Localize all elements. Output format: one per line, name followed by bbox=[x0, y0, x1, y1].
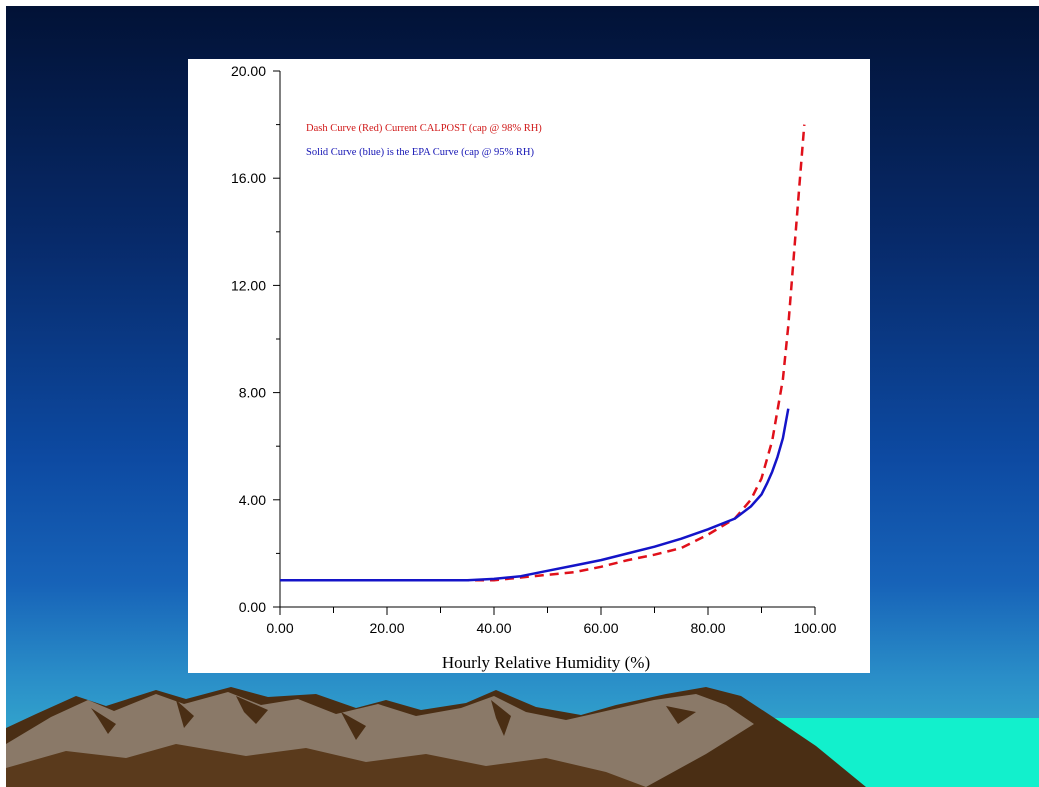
y-tick-labels: 0.00 4.00 8.00 12.00 16.00 20.00 bbox=[231, 63, 266, 615]
mountain-landscape-decoration bbox=[6, 687, 1039, 787]
mountain-crevice-4 bbox=[341, 712, 366, 740]
chart-panel: 0.00 4.00 8.00 12.00 16.00 20.00 0.00 20.00 40.… bbox=[188, 59, 870, 673]
y-tick-label: 8.00 bbox=[239, 385, 266, 401]
legend-entry-red: Dash Curve (Red) Current CALPOST (cap @ … bbox=[306, 123, 542, 134]
tick-marks bbox=[273, 70, 816, 615]
y-tick-label: 12.00 bbox=[231, 277, 266, 293]
legend-entry-blue: Solid Curve (blue) is the EPA Curve (cap… bbox=[306, 147, 535, 158]
mountain-crevice-6 bbox=[666, 706, 696, 724]
slide-background: 0.00 4.00 8.00 12.00 16.00 20.00 0.00 20.00 40.… bbox=[6, 6, 1039, 787]
mountain-crevice-1 bbox=[91, 708, 116, 734]
y-tick-label: 20.00 bbox=[231, 63, 266, 79]
y-tick-label: 4.00 bbox=[239, 492, 266, 508]
cyan-water-patch bbox=[726, 718, 1039, 787]
mountain-crevice-2 bbox=[176, 700, 194, 728]
y-tick-label: 16.00 bbox=[231, 170, 266, 186]
series-line-red-dashed bbox=[280, 124, 806, 582]
x-axis-title: Hourly Relative Humidity (%) bbox=[442, 653, 650, 672]
legend: Dash Curve (Red) Current CALPOST (cap @ … bbox=[306, 123, 542, 158]
mountain-crevice-5 bbox=[491, 700, 511, 736]
x-tick-label: 60.00 bbox=[583, 620, 618, 636]
series-lines bbox=[280, 124, 806, 582]
mountain-crevice-3 bbox=[236, 696, 268, 724]
series-line-blue-solid bbox=[280, 408, 790, 582]
x-tick-labels: 0.00 20.00 40.00 60.00 80.00 100.00 bbox=[266, 620, 836, 636]
x-tick-label: 40.00 bbox=[476, 620, 511, 636]
x-tick-label: 80.00 bbox=[690, 620, 725, 636]
y-tick-label: 0.00 bbox=[239, 599, 266, 615]
x-tick-label: 20.00 bbox=[369, 620, 404, 636]
x-tick-label: 0.00 bbox=[266, 620, 293, 636]
x-tick-label: 100.00 bbox=[794, 620, 837, 636]
line-chart: 0.00 4.00 8.00 12.00 16.00 20.00 0.00 20.00 40.… bbox=[231, 63, 837, 672]
mountain-foreground-ridge bbox=[6, 744, 646, 787]
